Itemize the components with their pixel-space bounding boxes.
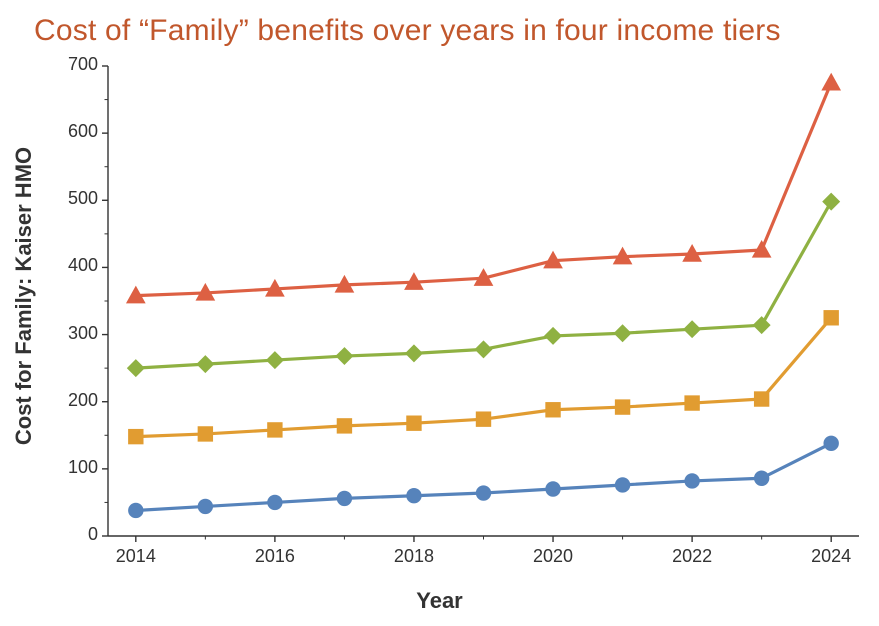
x-tick-label: 2024 (811, 546, 851, 567)
y-tick-label: 500 (48, 188, 98, 209)
chart-plot (0, 0, 879, 626)
y-tick-label: 600 (48, 121, 98, 142)
x-tick-label: 2014 (116, 546, 156, 567)
x-tick-label: 2022 (672, 546, 712, 567)
x-tick-label: 2020 (533, 546, 573, 567)
chart-container: Cost of “Family” benefits over years in … (0, 0, 879, 626)
series-tier-1 (129, 436, 839, 518)
y-tick-label: 400 (48, 255, 98, 276)
y-tick-label: 0 (48, 524, 98, 545)
series-tier-2 (129, 311, 839, 444)
x-tick-label: 2018 (394, 546, 434, 567)
y-tick-label: 700 (48, 54, 98, 75)
series-tier-4 (127, 74, 840, 303)
y-tick-label: 100 (48, 457, 98, 478)
x-tick-label: 2016 (255, 546, 295, 567)
y-tick-label: 300 (48, 323, 98, 344)
y-tick-label: 200 (48, 390, 98, 411)
